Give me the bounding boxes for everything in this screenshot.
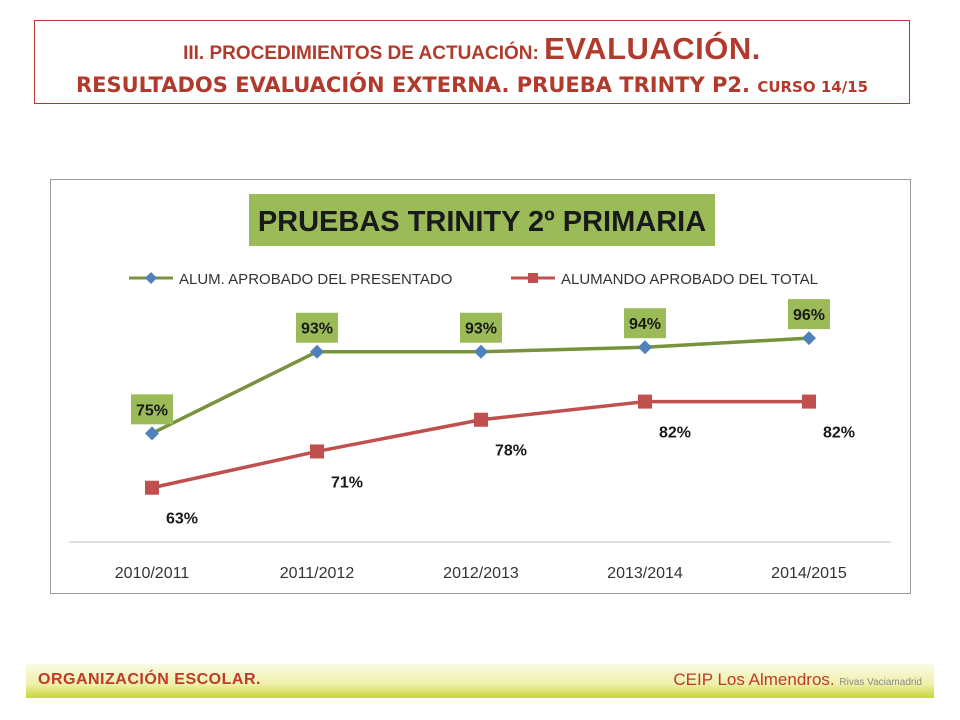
footer-school-name: CEIP Los Almendros. [673, 670, 835, 689]
series-2-data-label-1: 63% [166, 511, 198, 528]
series-2-point-3 [474, 412, 488, 427]
legend-label-1: ALUM. APROBADO DEL PRESENTADO [179, 271, 452, 288]
header-line-1: III. PROCEDIMIENTOS DE ACTUACIÓN: EVALUA… [35, 31, 909, 67]
header-subtitle: RESULTADOS EVALUACIÓN EXTERNA. PRUEBA TR… [75, 73, 758, 97]
series-1-label-bg-2 [296, 312, 338, 343]
series-2-point-2 [310, 444, 324, 459]
x-tick-label-3: 2012/2013 [443, 565, 519, 582]
series-2-data-label-3: 78% [495, 443, 527, 460]
series-1-data-label-4: 94% [629, 316, 661, 333]
x-tick-label-4: 2013/2014 [607, 565, 683, 582]
legend-marker-1 [145, 272, 157, 284]
header-line-2: RESULTADOS EVALUACIÓN EXTERNA. PRUEBA TR… [35, 73, 909, 97]
series-1-data-label-5: 96% [793, 307, 825, 324]
series-2-data-label-4: 82% [659, 425, 691, 442]
series-1-point-2 [310, 344, 324, 359]
footer-organization: ORGANIZACIÓN ESCOLAR. [38, 671, 261, 688]
header-course: CURSO 14/15 [757, 78, 869, 96]
footer-town: Rivas Vaciamadrid [839, 677, 922, 688]
chart-frame: PRUEBAS TRINITY 2º PRIMARIA ALUM. APROBAD… [50, 179, 911, 594]
header-emphasis: EVALUACIÓN. [544, 31, 761, 66]
series-1-point-3 [474, 344, 488, 359]
x-tick-label-1: 2010/2011 [115, 565, 190, 582]
footer-bar: ORGANIZACIÓN ESCOLAR. CEIP Los Almendros… [26, 664, 934, 698]
series-1-label-bg-1 [131, 394, 173, 425]
series-2-data-label-5: 82% [823, 425, 855, 442]
legend-label-2: ALUMANDO APROBADO DEL TOTAL [561, 271, 818, 288]
series-1-point-5 [802, 331, 816, 346]
legend-marker-2 [528, 273, 538, 283]
series-1-label-bg-4 [624, 308, 666, 339]
header-prefix: III. PROCEDIMIENTOS DE ACTUACIÓN: [183, 43, 545, 64]
series-1-label-bg-5 [788, 299, 830, 330]
x-tick-label-2: 2011/2012 [280, 565, 355, 582]
chart-title: PRUEBAS TRINITY 2º PRIMARIA [258, 206, 706, 238]
series-1-data-label-2: 93% [301, 321, 333, 338]
series-1-point-1 [145, 426, 159, 441]
series-2-data-label-2: 71% [331, 474, 363, 491]
header-box: III. PROCEDIMIENTOS DE ACTUACIÓN: EVALUA… [34, 20, 910, 104]
line-chart: PRUEBAS TRINITY 2º PRIMARIA ALUM. APROBAD… [69, 194, 891, 582]
x-tick-label-5: 2014/2015 [771, 565, 847, 582]
series-2-point-1 [145, 480, 159, 495]
series-2-point-4 [638, 394, 652, 409]
series-1-data-label-1: 75% [136, 402, 168, 419]
chart-title-background [249, 194, 715, 246]
series-1-point-4 [638, 340, 652, 355]
footer-school: CEIP Los Almendros. Rivas Vaciamadrid [673, 670, 922, 690]
series-2-point-5 [802, 394, 816, 409]
series-1-data-label-3: 93% [465, 321, 497, 338]
series-1-label-bg-3 [460, 312, 502, 343]
